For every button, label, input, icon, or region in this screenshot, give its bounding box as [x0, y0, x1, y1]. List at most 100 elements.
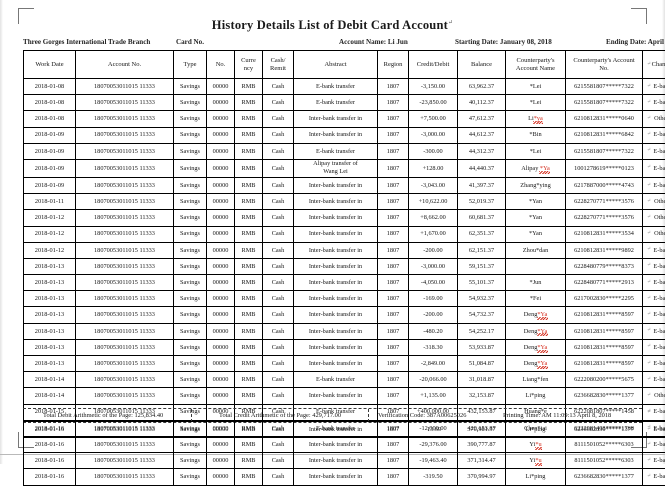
cell-work-date: 2018-01-12: [24, 210, 76, 226]
cell-credit-debit: +8,662.00: [409, 210, 458, 226]
cell-type: Savings: [174, 258, 207, 274]
cell-region: 1807: [378, 258, 409, 274]
cell-counterparty-account: 6210812831*****0640: [566, 111, 643, 127]
page-edge-left: [0, 0, 3, 464]
cell-region: 1807: [378, 323, 409, 339]
cell-counterparty-name: Yi*u: [506, 453, 566, 469]
cell-account-no: 18070053011015 11333: [76, 177, 174, 193]
cell-account-no: 18070053011015 11333: [76, 291, 174, 307]
cell-credit-debit: -23,850.00: [409, 95, 458, 111]
cell-balance: 62,351.37: [458, 226, 506, 242]
cell-region: 1807: [378, 275, 409, 291]
cell-cash-remit: Cash: [263, 339, 294, 355]
cell-counterparty-account: 6215581807*****7322: [566, 79, 643, 95]
cell-credit-debit: -3,043.00: [409, 177, 458, 193]
cell-credit-debit: -3,000.00: [409, 258, 458, 274]
cell-balance: 54,252.17: [458, 323, 506, 339]
cell-type: Savings: [174, 291, 207, 307]
cell-region: 1807: [378, 422, 409, 438]
cell-balance: 63,962.37: [458, 79, 506, 95]
cell-abstract: Inter-bank transfer in: [294, 291, 378, 307]
cell-abstract: Inter-bank transfer in: [294, 177, 378, 193]
cell-cash-remit: Cash: [263, 159, 294, 177]
cell-currency: RMB: [235, 291, 263, 307]
spellcheck-underline: *Ya: [537, 344, 547, 351]
paragraph-mark-icon: ↵: [647, 377, 651, 382]
cell-credit-debit: -169.00: [409, 291, 458, 307]
cell-work-date: 2018-01-09: [24, 177, 76, 193]
cell-type: Savings: [174, 79, 207, 95]
cell-cash-remit: Cash: [263, 372, 294, 388]
cell-balance: 41,397.37: [458, 177, 506, 193]
cell-currency: RMB: [235, 372, 263, 388]
cell-type: Savings: [174, 436, 207, 452]
cell-account-no: 18070053011015 11333: [76, 356, 174, 372]
meta-account-name: Account Name: Li Jun: [339, 38, 408, 46]
cell-no: 00000: [207, 307, 235, 323]
cell-abstract: E-bank transfer: [294, 372, 378, 388]
cell-work-date: 2018-01-08: [24, 111, 76, 127]
cell-account-no: 18070053011015 11333: [76, 436, 174, 452]
cell-account-no: 18070053011015 11333: [76, 159, 174, 177]
cell-currency: RMB: [235, 339, 263, 355]
cell-balance: 390,777.87: [458, 436, 506, 452]
cell-counterparty-name: *Lei: [506, 95, 566, 111]
cell-counterparty-name: *Lei: [506, 79, 566, 95]
paragraph-mark-icon: ↵: [647, 84, 651, 89]
cell-currency: RMB: [235, 159, 263, 177]
cell-cash-remit: Cash: [263, 111, 294, 127]
paragraph-mark-icon: ↵: [647, 410, 651, 415]
cell-no: 00000: [207, 111, 235, 127]
cell-cash-remit: Cash: [263, 436, 294, 452]
cell-cash-remit: Cash: [263, 177, 294, 193]
column-header-no: No.: [207, 51, 235, 79]
cell-currency: RMB: [235, 194, 263, 210]
paragraph-mark-icon: ↵: [647, 148, 651, 153]
cell-cash-remit: Cash: [263, 194, 294, 210]
cell-abstract: Inter-bank transfer in: [294, 242, 378, 258]
paragraph-mark-icon: ↵: [647, 62, 651, 67]
cell-account-no: 18070053011015 11333: [76, 388, 174, 404]
cell-currency: RMB: [235, 111, 263, 127]
cell-credit-debit: +1,670.00: [409, 226, 458, 242]
cell-balance: 52,019.37: [458, 194, 506, 210]
cell-credit-debit: -200.00: [409, 307, 458, 323]
cell-counterparty-account: 6217002830*****2295: [566, 291, 643, 307]
cell-region: 1807: [378, 356, 409, 372]
meta-card-no: Card No.: [176, 38, 204, 46]
cell-account-no: 18070053011015 11333: [76, 143, 174, 159]
cell-region: 1807: [378, 453, 409, 469]
cell-abstract: Inter-bank transfer in: [294, 323, 378, 339]
cell-abstract: Inter-bank transfer in: [294, 356, 378, 372]
spellcheck-underline: *Ya: [537, 360, 547, 367]
cell-currency: RMB: [235, 210, 263, 226]
cell-no: 00000: [207, 177, 235, 193]
cell-region: 1807: [378, 143, 409, 159]
